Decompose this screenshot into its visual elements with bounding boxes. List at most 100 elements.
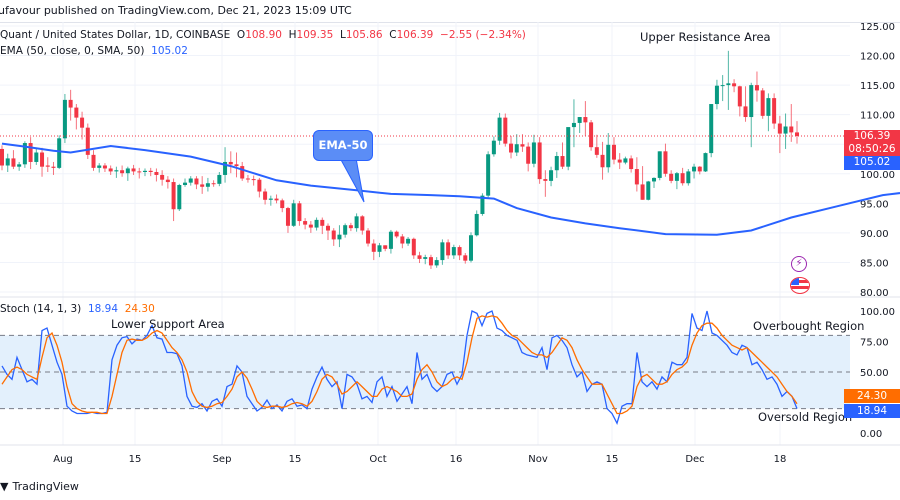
candle-bullish — [125, 168, 130, 174]
low-value: 105.86 — [345, 29, 383, 41]
time-axis-label: Sep — [213, 454, 232, 465]
candle-bullish — [692, 166, 697, 172]
candle-bullish — [62, 99, 67, 139]
candle-bearish — [411, 238, 416, 256]
candle-bullish — [720, 85, 725, 87]
candle-bullish — [497, 117, 502, 141]
candle-bearish — [211, 183, 216, 185]
stoch-d-tag: 24.30 — [844, 389, 900, 403]
candle-bullish — [314, 219, 319, 228]
ema-legend-value: 105.02 — [151, 45, 188, 57]
candle-bullish — [766, 98, 771, 116]
candle-bullish — [423, 257, 428, 259]
candle-bearish — [743, 106, 748, 118]
last-price: 106.39 — [853, 130, 891, 142]
candle-bullish — [657, 151, 662, 178]
candle-bullish — [571, 122, 576, 128]
candle-bearish — [80, 117, 85, 128]
candle-bearish — [154, 172, 159, 175]
candle-bearish — [754, 85, 759, 91]
price-axis-label: 120.00 — [860, 52, 895, 63]
chart-canvas[interactable]: 125.00120.00115.00110.00105.00100.0095.0… — [0, 0, 900, 470]
open-label: O — [236, 29, 246, 41]
candle-bullish — [343, 225, 348, 235]
candle-bullish — [291, 203, 296, 226]
candle-bullish — [623, 158, 628, 163]
close-label: C — [389, 29, 397, 41]
candle-bearish — [85, 127, 90, 155]
stoch-axis-label: 100.00 — [860, 307, 895, 318]
candle-bearish — [463, 255, 468, 261]
time-axis-label: Dec — [685, 454, 704, 465]
candle-bearish — [263, 191, 268, 200]
candle-bullish — [406, 238, 411, 244]
change-value: −2.55 (−2.34%) — [440, 29, 526, 41]
candle-bullish — [22, 143, 27, 165]
candle-bearish — [669, 173, 674, 181]
price-axis-label: 80.00 — [860, 288, 889, 299]
candle-bullish — [377, 245, 382, 252]
price-axis-label: 90.00 — [860, 229, 889, 240]
candle-bullish — [549, 170, 554, 181]
candle-bearish — [543, 179, 548, 181]
candle-bullish — [686, 171, 691, 184]
candle-bearish — [560, 156, 565, 167]
time-axis-label: Nov — [528, 454, 548, 465]
stoch-k-tag: 18.94 — [844, 404, 900, 418]
lightning-event-icon[interactable]: ⚡ — [791, 256, 807, 272]
symbol-name: Quant / United States Dollar, 1D, COINBA… — [0, 29, 231, 41]
stoch-d-line — [1, 315, 798, 415]
stoch-k-line — [1, 310, 798, 425]
candle-bearish — [165, 179, 170, 183]
candle-bullish — [726, 83, 731, 86]
price-axis-label: 100.00 — [860, 170, 895, 181]
candle-bullish — [554, 156, 559, 171]
candle-bearish — [326, 225, 331, 231]
candle-bearish — [251, 179, 256, 181]
ema-callout[interactable]: EMA-50 — [313, 130, 373, 161]
candle-bearish — [583, 117, 588, 123]
time-axis-label: 15 — [289, 454, 302, 465]
candle-bearish — [589, 122, 594, 148]
candle-bearish — [194, 178, 199, 185]
candle-bearish — [394, 231, 399, 237]
us-flag-economic-event-icon[interactable] — [790, 277, 810, 294]
candle-bearish — [594, 147, 599, 155]
candle-bearish — [772, 98, 777, 124]
candle-bullish — [646, 181, 651, 200]
footer: ▼ TradingView — [0, 474, 79, 500]
candle-bearish — [697, 166, 702, 172]
candle-bearish — [102, 165, 107, 169]
candle-bearish — [280, 200, 285, 209]
footer-brand[interactable]: TradingView — [12, 480, 79, 493]
candle-bearish — [297, 203, 302, 222]
candle-bearish — [51, 166, 56, 168]
upper-resistance-label: Upper Resistance Area — [640, 30, 771, 44]
candle-bullish — [17, 164, 22, 167]
candle-bearish — [108, 168, 113, 172]
price-axis-label: 115.00 — [860, 81, 895, 92]
high-label: H — [288, 29, 297, 41]
candle-bearish — [303, 221, 308, 225]
candle-bearish — [120, 170, 125, 174]
candle-bullish — [703, 153, 708, 172]
candle-bullish — [491, 140, 496, 155]
candle-bearish — [680, 173, 685, 184]
candle-bearish — [520, 144, 525, 147]
candle-bearish — [732, 83, 737, 87]
stoch-legend[interactable]: Stoch (14, 1, 3) 18.94 24.30 — [0, 303, 155, 315]
candle-bullish — [566, 127, 571, 167]
close-value: 106.39 — [396, 29, 434, 41]
low-label: L — [339, 29, 346, 41]
ema-legend-row[interactable]: EMA (50, close, 0, SMA, 50) 105.02 — [0, 43, 526, 59]
candle-bearish — [11, 158, 16, 167]
candle-bearish — [245, 178, 250, 180]
symbol-legend: Quant / United States Dollar, 1D, COINBA… — [0, 27, 526, 59]
overbought-label: Overbought Region — [753, 319, 865, 333]
time-axis-label: 16 — [450, 454, 463, 465]
candle-bullish — [652, 177, 657, 182]
time-axis-label: 15 — [129, 454, 142, 465]
candle-bearish — [509, 143, 514, 153]
price-axis-label: 85.00 — [860, 258, 889, 269]
price-axis-label: 125.00 — [860, 22, 895, 33]
